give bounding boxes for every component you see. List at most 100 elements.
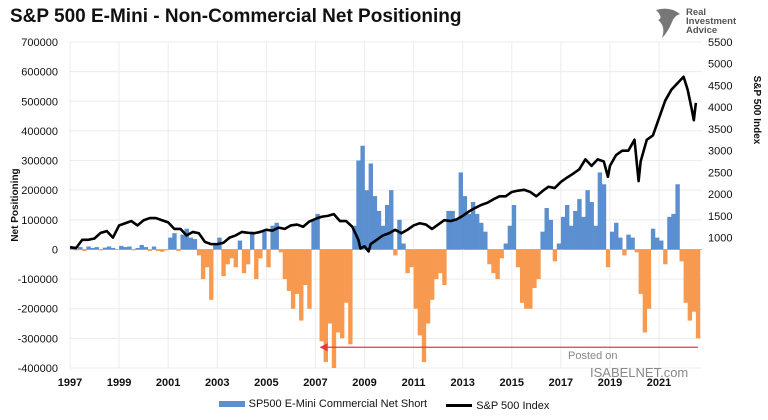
net-positioning-bar [172,233,177,250]
legend-label-net-short: SP500 E-Mini Commercial Net Short [248,398,428,410]
x-tick-label: 2001 [156,377,180,389]
net-positioning-bar [311,219,316,250]
net-positioning-bar [131,249,136,251]
annotation-arrowhead [319,343,328,352]
eagle-icon [656,8,680,38]
net-positioning-bar [319,249,324,342]
net-positioning-bar [258,249,263,259]
net-positioning-bar [479,222,484,250]
net-positioning-bar [254,249,259,280]
net-positioning-bar [143,247,149,250]
net-positioning-bar [192,239,198,250]
y2-tick-label: 4500 [708,80,732,92]
net-positioning-bar [675,184,680,250]
net-positioning-bar [348,249,353,345]
net-positioning-bar [119,245,124,250]
net-positioning-bar [622,249,627,256]
net-positioning-bar [421,249,427,363]
net-positioning-bar [544,207,549,250]
net-positioning-bar [409,249,414,268]
net-positioning-bar [532,249,537,288]
net-positioning-bar [442,249,447,286]
net-positioning-bar [548,219,553,250]
net-positioning-bar [429,249,435,300]
net-positioning-bar [499,249,504,259]
net-positioning-bar [221,249,226,277]
net-positioning-bar [446,210,451,250]
net-positioning-bar [376,210,382,250]
net-positioning-bar [495,249,500,280]
net-positioning-bar [315,213,320,250]
net-positioning-bar [454,219,459,250]
net-positioning-bar [135,247,140,250]
net-positioning-bar [556,243,562,250]
net-positioning-bar [401,243,406,250]
net-positioning-bar [225,249,230,265]
y2-tick-label: 3500 [708,124,732,136]
net-positioning-bar [397,219,402,250]
net-positioning-bar [536,249,541,280]
net-positioning-bar [188,237,194,250]
net-positioning-bar [434,249,439,280]
net-positioning-bar [114,249,120,251]
net-positioning-bar [184,228,189,250]
net-positioning-bar [155,249,161,251]
net-positioning-bar [299,249,304,321]
net-positioning-bar [278,249,284,253]
x-tick-label: 2003 [205,377,229,389]
net-positioning-bar [294,249,300,294]
net-positioning-bar [123,247,128,250]
y-tick-label: 100000 [21,215,58,227]
net-positioning-bar [344,249,349,303]
legend-item-net-short: SP500 E-Mini Commercial Net Short [218,398,428,410]
chart-title: S&P 500 E-Mini - Non-Commercial Net Posi… [10,6,462,27]
y2-axis-title: S&P 500 Index [751,76,762,145]
net-positioning-bar [237,240,243,250]
net-positioning-bar [168,237,173,250]
legend-item-index: S&P 500 Index [446,400,549,412]
net-positioning-bar [90,247,95,250]
y-tick-label: -400000 [18,363,58,375]
net-positioning-bar [581,216,586,250]
net-positioning-bar [618,237,623,250]
logo-line1: Real [686,7,707,18]
net-positioning-bar [417,249,423,336]
net-positioning-bar [209,249,214,300]
net-positioning-bar [491,249,496,274]
y2-tick-label: 2500 [708,167,732,179]
net-positioning-bar [630,237,635,250]
net-positioning-bar [323,249,329,363]
x-tick-label: 2013 [450,377,474,389]
net-positioning-bar [540,231,545,250]
net-positioning-bar [262,231,267,250]
net-positioning-bar [368,163,374,250]
net-positioning-bar [605,249,611,268]
y-tick-label: 700000 [21,37,58,49]
legend-swatch-line [446,404,473,407]
net-positioning-bar [159,249,165,252]
net-positioning-bar [102,247,108,250]
net-positioning-bar [503,243,508,250]
net-positioning-bar [683,249,688,303]
net-positioning-bar [380,225,386,250]
net-positioning-bar [679,249,684,262]
net-positioning-bar [364,190,369,250]
net-positioning-bar [462,196,468,250]
net-positioning-bar [564,205,570,250]
net-positioning-bar [327,249,333,324]
net-positioning-bar [274,222,279,250]
net-positioning-bar [352,225,357,250]
net-positioning-bar [659,240,664,250]
net-positioning-bar [425,249,431,324]
net-positioning-bar [687,249,693,321]
net-positioning-bar [151,246,157,250]
net-positioning-bar [176,249,181,251]
x-tick-label: 2011 [402,377,426,389]
x-tick-label: 2009 [352,377,376,389]
net-positioning-bar [560,216,566,250]
net-positioning-bar [98,249,104,251]
net-positioning-bar [213,243,218,250]
net-positioning-bar [474,213,480,250]
